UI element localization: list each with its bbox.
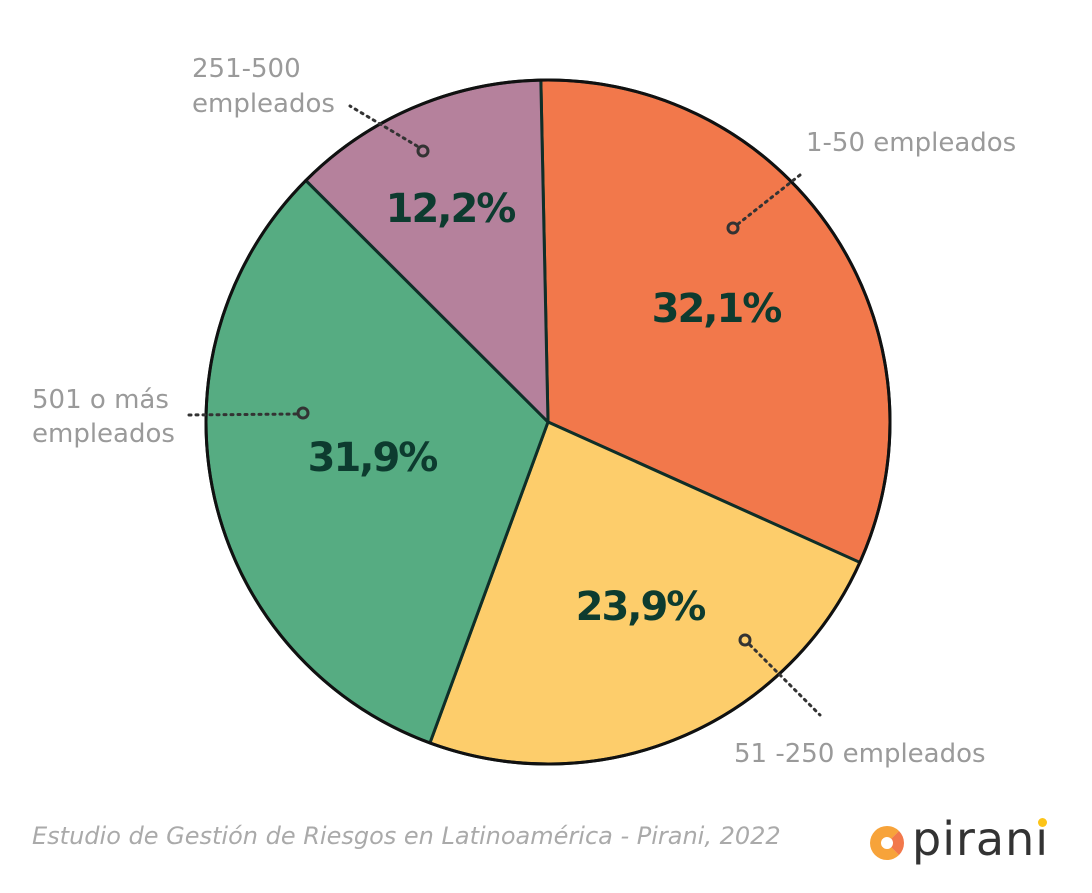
data-label-1-50: 32,1% bbox=[652, 286, 782, 332]
legend-label-51-250: 51 -250 empleados bbox=[734, 739, 986, 769]
marker-501 bbox=[296, 406, 310, 420]
source-caption: Estudio de Gestión de Riesgos en Latinoa… bbox=[32, 822, 781, 850]
leader-line-501 bbox=[185, 412, 298, 417]
marker-1-50 bbox=[726, 221, 740, 235]
leader-line-51-250 bbox=[748, 643, 822, 717]
legend-label-1-50: 1-50 empleados bbox=[806, 128, 1016, 158]
logo-ring-icon bbox=[870, 826, 904, 860]
leader-line-1-50 bbox=[736, 173, 802, 226]
data-label-251-500: 12,2% bbox=[386, 186, 516, 232]
pirani-logo: pirani bbox=[870, 812, 1049, 866]
logo-text: pirani bbox=[912, 812, 1050, 866]
data-label-501: 31,9% bbox=[308, 435, 438, 481]
marker-51-250 bbox=[738, 633, 752, 647]
legend-label-501-line1: 501 o más bbox=[32, 385, 169, 415]
data-label-51-250: 23,9% bbox=[576, 584, 706, 630]
pie-outline bbox=[204, 78, 892, 766]
legend-label-251-500-line1: 251-500 bbox=[192, 54, 301, 84]
legend-label-501-line2: empleados bbox=[32, 419, 175, 449]
marker-251-500 bbox=[416, 144, 430, 158]
legend-label-251-500-line2: empleados bbox=[192, 89, 335, 119]
leader-line-251-500 bbox=[348, 104, 419, 148]
